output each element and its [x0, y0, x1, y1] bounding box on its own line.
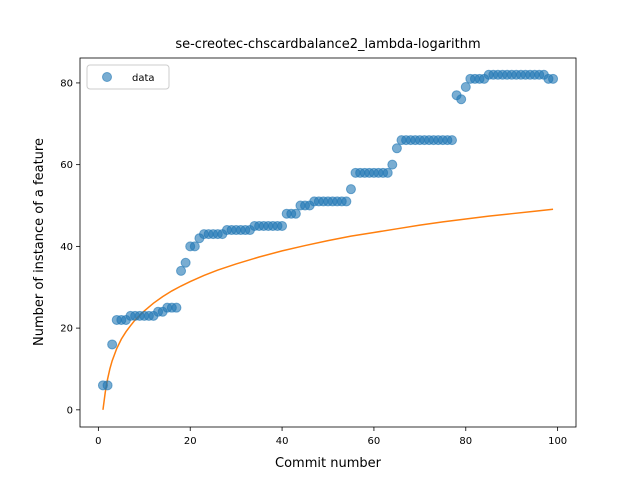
y-tick-label: 20	[60, 324, 73, 335]
y-tick-label: 0	[67, 405, 73, 416]
plot-area	[80, 58, 576, 427]
fit-curve	[102, 208, 554, 410]
y-tick-label: 80	[60, 78, 73, 89]
data-point	[548, 73, 559, 84]
data-point	[345, 184, 356, 195]
data-point	[387, 159, 398, 170]
x-tick-label: 40	[276, 436, 289, 447]
data-point	[189, 241, 200, 252]
data-points-layer	[97, 69, 559, 391]
x-tick-label: 80	[459, 436, 472, 447]
x-tick-label: 100	[548, 436, 567, 447]
data-point	[290, 208, 301, 219]
y-tick-label: 40	[60, 242, 73, 253]
legend: data	[86, 64, 170, 90]
legend-marker-data	[102, 72, 112, 82]
x-axis-label: Commit number	[275, 456, 382, 471]
data-point	[447, 135, 457, 146]
data-point	[341, 196, 352, 207]
data-point	[102, 380, 113, 391]
x-axis-ticks: 0 20 40 60 80 100	[95, 427, 567, 447]
data-point	[171, 302, 182, 313]
x-tick-label: 60	[368, 436, 381, 447]
plot-frame	[79, 57, 577, 428]
fit-curve-layer	[102, 208, 554, 410]
data-point	[460, 82, 471, 93]
y-axis-label: Number of instance of a feature	[32, 138, 47, 346]
data-point	[107, 339, 118, 350]
data-point	[180, 257, 191, 268]
legend-box	[86, 64, 170, 90]
x-tick-label: 20	[184, 436, 197, 447]
x-tick-label: 0	[95, 436, 101, 447]
data-point	[382, 167, 393, 178]
data-point	[456, 94, 467, 105]
data-point	[176, 265, 187, 276]
y-axis-ticks: 0 20 40 60 80	[60, 78, 80, 416]
data-point	[277, 220, 288, 231]
chart-title: se-creotec-chscardbalance2_lambda-logari…	[175, 37, 480, 52]
y-tick-label: 60	[60, 160, 73, 171]
data-point	[391, 143, 402, 154]
legend-label-data: data	[132, 73, 155, 84]
